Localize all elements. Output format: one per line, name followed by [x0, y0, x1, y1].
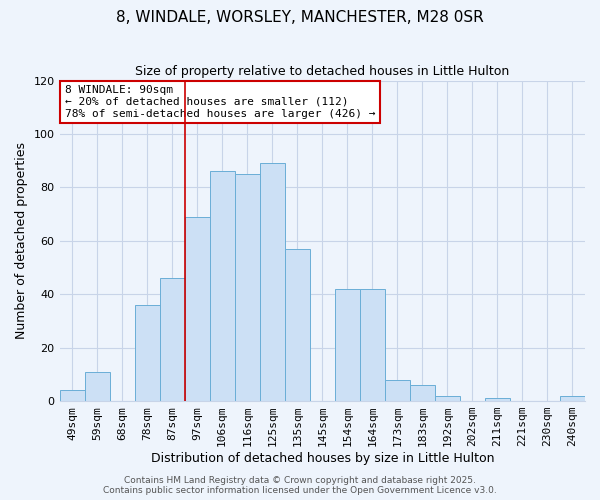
- Bar: [285, 249, 310, 401]
- X-axis label: Distribution of detached houses by size in Little Hulton: Distribution of detached houses by size …: [151, 452, 494, 465]
- Bar: [160, 278, 185, 401]
- Bar: [209, 172, 235, 401]
- Text: 8, WINDALE, WORSLEY, MANCHESTER, M28 0SR: 8, WINDALE, WORSLEY, MANCHESTER, M28 0SR: [116, 10, 484, 25]
- Bar: [560, 396, 585, 401]
- Bar: [185, 217, 209, 401]
- Bar: [260, 164, 285, 401]
- Bar: [485, 398, 510, 401]
- Text: 8 WINDALE: 90sqm
← 20% of detached houses are smaller (112)
78% of semi-detached: 8 WINDALE: 90sqm ← 20% of detached house…: [65, 86, 375, 118]
- Bar: [235, 174, 260, 401]
- Bar: [59, 390, 85, 401]
- Bar: [134, 305, 160, 401]
- Bar: [360, 289, 385, 401]
- Title: Size of property relative to detached houses in Little Hulton: Size of property relative to detached ho…: [135, 65, 509, 78]
- Bar: [435, 396, 460, 401]
- Bar: [385, 380, 410, 401]
- Bar: [410, 385, 435, 401]
- Text: Contains HM Land Registry data © Crown copyright and database right 2025.
Contai: Contains HM Land Registry data © Crown c…: [103, 476, 497, 495]
- Y-axis label: Number of detached properties: Number of detached properties: [15, 142, 28, 340]
- Bar: [335, 289, 360, 401]
- Bar: [85, 372, 110, 401]
